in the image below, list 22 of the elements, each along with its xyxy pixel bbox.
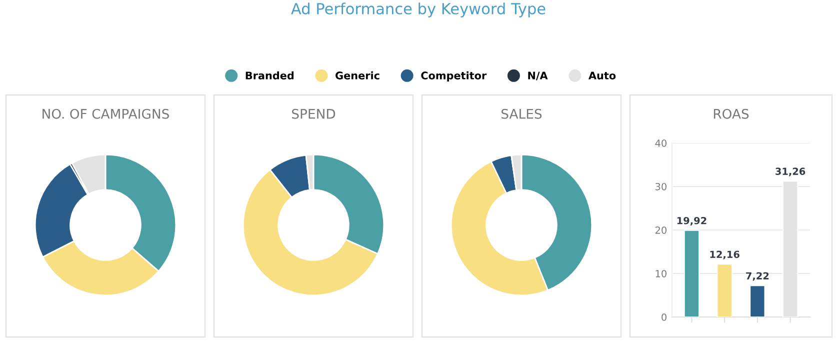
legend-label: N/A [528,72,548,80]
y-tick-label: 10 [656,270,666,278]
bar [749,285,766,317]
y-tick-label: 20 [655,226,666,234]
y-tick-label: 30 [656,182,666,190]
data-label: 19,92 [677,216,706,226]
legend-label: Generic [336,71,380,80]
legend-label: Branded [246,71,294,80]
legend-label: Competitor [421,71,487,82]
legend-label: Auto [588,72,616,80]
text: Ad Performance by Keyword Type [291,2,546,18]
y-tick-label: 40 [655,139,666,147]
data-label: 7,22 [746,272,769,281]
chart-title: SPEND [292,108,336,119]
data-label: 12,16 [710,250,740,260]
data-label: 31,26 [776,168,806,176]
bar [716,264,733,317]
chart-title: ROAS [714,108,749,119]
text: NO. OF CAMPAIGNS [42,108,169,119]
y-tick-label: 0 [662,313,666,321]
bar [684,230,700,317]
chart-title: SALES [502,108,542,119]
